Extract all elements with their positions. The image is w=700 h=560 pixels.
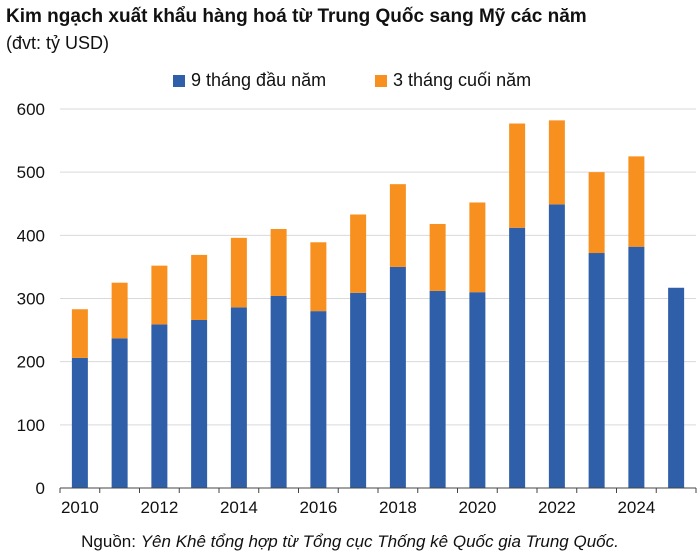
x-tick-label: 2014 — [220, 498, 258, 517]
y-tick-label: 600 — [17, 100, 45, 119]
y-tick-label: 400 — [17, 226, 45, 245]
bar-first9-2014 — [230, 307, 247, 488]
x-tick-label: 2010 — [61, 498, 99, 517]
legend-swatch-first9 — [173, 74, 185, 87]
legend-item-last3: 3 tháng cuối năm — [375, 70, 531, 91]
bar-first9-2022 — [548, 204, 565, 489]
source-text: Yên Khê tổng hợp từ Tổng cục Thống kê Qu… — [140, 532, 619, 551]
bar-first9-2012 — [151, 324, 168, 488]
source-note: Nguồn: Yên Khê tổng hợp từ Tổng cục Thốn… — [0, 532, 700, 552]
bar-last3-2012 — [151, 265, 168, 325]
bar-first9-2016 — [310, 311, 327, 488]
x-tick-label: 2016 — [299, 498, 337, 517]
bar-last3-2022 — [548, 120, 565, 205]
bar-first9-2019 — [429, 290, 446, 488]
y-tick-label: 200 — [17, 353, 45, 372]
x-tick-label: 2020 — [458, 498, 496, 517]
bar-first9-2024 — [628, 246, 645, 488]
source-prefix: Nguồn: — [81, 532, 136, 551]
bar-first9-2017 — [350, 292, 367, 488]
bar-last3-2014 — [230, 237, 247, 308]
y-tick-label: 0 — [36, 479, 45, 498]
bar-first9-2013 — [191, 319, 208, 488]
y-tick-label: 300 — [17, 290, 45, 309]
chart-title: Kim ngạch xuất khẩu hàng hoá từ Trung Qu… — [6, 6, 587, 27]
bar-first9-2023 — [588, 253, 605, 488]
bars — [71, 120, 685, 489]
x-tick-label: 2024 — [617, 498, 655, 517]
y-tick-label: 500 — [17, 163, 45, 182]
bar-first9-2011 — [111, 338, 128, 488]
legend: 9 tháng đầu năm 3 tháng cuối năm — [0, 70, 700, 94]
bar-first9-2021 — [509, 227, 526, 488]
y-tick-label: 100 — [17, 416, 45, 435]
bar-first9-2020 — [469, 292, 486, 488]
bar-last3-2018 — [389, 184, 406, 267]
bar-last3-2013 — [191, 254, 208, 320]
x-tick-label: 2022 — [538, 498, 576, 517]
bar-last3-2020 — [469, 202, 486, 293]
bar-last3-2021 — [509, 123, 526, 228]
bar-first9-2018 — [389, 266, 406, 488]
bar-first9-2025 — [668, 287, 685, 488]
legend-swatch-last3 — [375, 74, 387, 87]
bar-last3-2023 — [588, 172, 605, 254]
bar-last3-2024 — [628, 156, 645, 247]
bar-last3-2015 — [270, 229, 287, 296]
bar-last3-2011 — [111, 282, 128, 339]
bar-first9-2015 — [270, 295, 287, 488]
bar-last3-2017 — [350, 214, 367, 293]
legend-label-first9: 9 tháng đầu năm — [191, 70, 327, 90]
legend-item-first9: 9 tháng đầu năm — [173, 70, 326, 91]
x-tick-label: 2018 — [379, 498, 417, 517]
chart-subtitle: (đvt: tỷ USD) — [6, 33, 110, 53]
x-tick-label: 2012 — [140, 498, 178, 517]
bar-last3-2016 — [310, 242, 327, 312]
bar-last3-2010 — [71, 309, 88, 358]
legend-label-last3: 3 tháng cuối năm — [393, 70, 532, 90]
axes: 0 100 200 300 400 500 600 2010 2012 2014 2016 2018 2… — [17, 100, 697, 517]
bar-last3-2019 — [429, 223, 446, 291]
bar-first9-2010 — [71, 357, 88, 488]
